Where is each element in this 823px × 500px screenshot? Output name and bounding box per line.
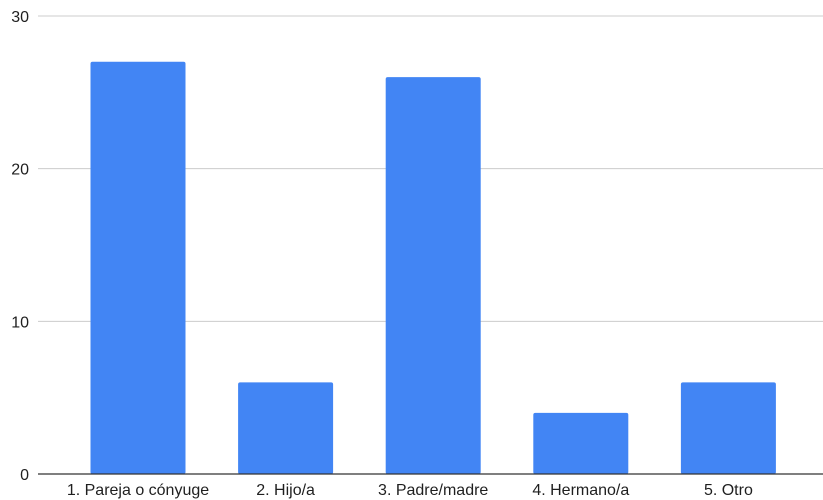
- bar-4: [533, 412, 629, 474]
- x-category-label: 5. Otro: [704, 482, 753, 499]
- x-category-label: 1. Pareja o cónyuge: [67, 482, 209, 499]
- y-tick-label: 20: [11, 162, 29, 179]
- bar-1: [90, 61, 186, 475]
- y-tick-label: 30: [11, 9, 29, 26]
- y-tick-label: 0: [20, 467, 29, 484]
- y-tick-label: 10: [11, 314, 29, 331]
- bar-3: [385, 77, 481, 475]
- bar-5: [680, 382, 776, 474]
- bars: [90, 61, 776, 475]
- bar-2: [238, 382, 334, 474]
- x-axis-labels: 1. Pareja o cónyuge 2. Hijo/a 3. Padre/mad…: [67, 482, 753, 499]
- x-category-label: 4. Hermano/a: [532, 482, 629, 499]
- y-axis-ticks: 0 10 20 30: [11, 9, 29, 484]
- x-category-label: 3. Padre/madre: [378, 482, 488, 499]
- x-category-label: 2. Hijo/a: [256, 482, 315, 499]
